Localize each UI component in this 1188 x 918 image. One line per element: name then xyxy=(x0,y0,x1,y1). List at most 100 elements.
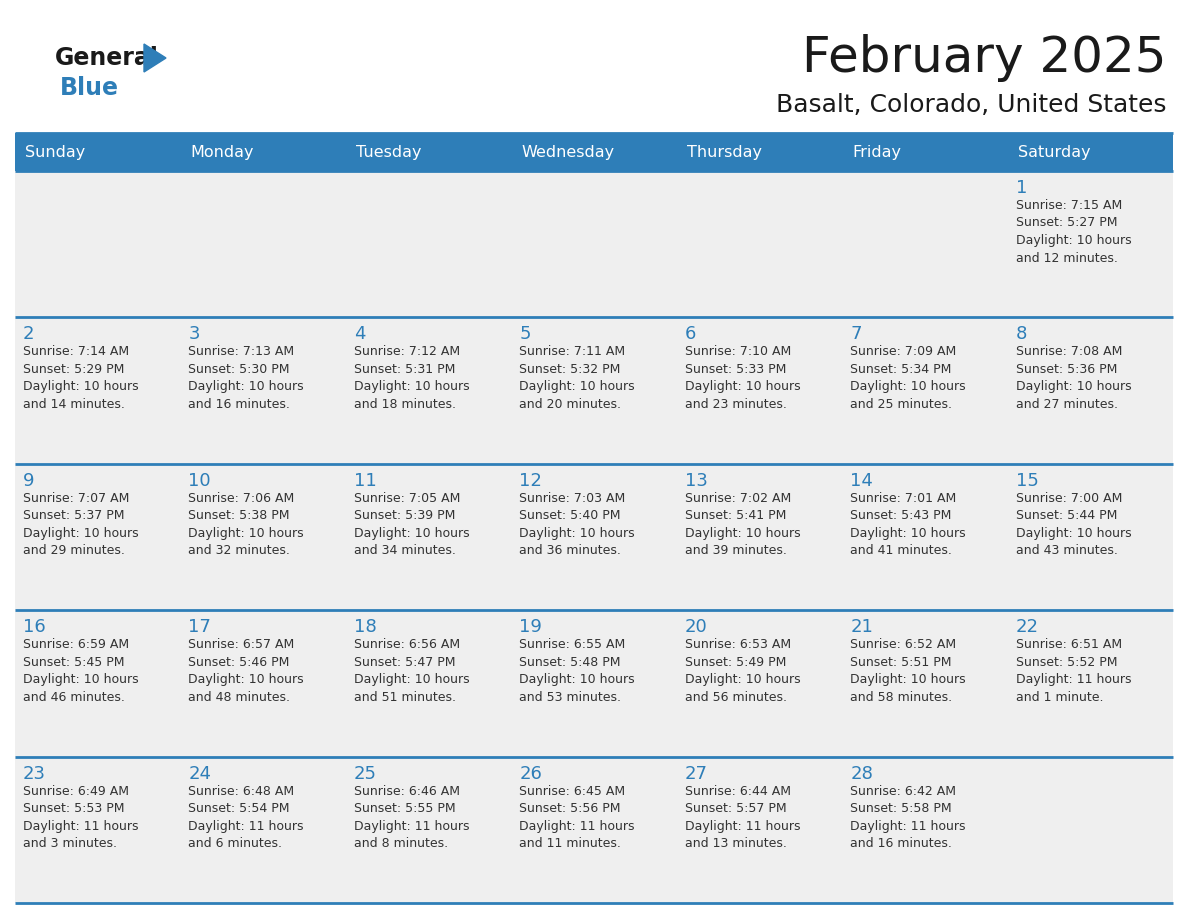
Bar xyxy=(677,610,842,756)
Text: Sunrise: 6:48 AM
Sunset: 5:54 PM
Daylight: 11 hours
and 6 minutes.: Sunrise: 6:48 AM Sunset: 5:54 PM Dayligh… xyxy=(189,785,304,850)
Text: Sunrise: 7:01 AM
Sunset: 5:43 PM
Daylight: 10 hours
and 41 minutes.: Sunrise: 7:01 AM Sunset: 5:43 PM Dayligh… xyxy=(851,492,966,557)
Bar xyxy=(677,318,842,464)
Text: 23: 23 xyxy=(23,765,46,783)
Text: 2: 2 xyxy=(23,325,34,343)
Text: 17: 17 xyxy=(189,618,211,636)
Bar xyxy=(1007,610,1173,756)
Text: Sunrise: 7:02 AM
Sunset: 5:41 PM
Daylight: 10 hours
and 39 minutes.: Sunrise: 7:02 AM Sunset: 5:41 PM Dayligh… xyxy=(684,492,801,557)
Text: 18: 18 xyxy=(354,618,377,636)
Bar xyxy=(511,318,677,464)
Text: Tuesday: Tuesday xyxy=(356,144,422,160)
Bar xyxy=(346,318,511,464)
Bar xyxy=(181,171,346,318)
Text: Sunrise: 6:42 AM
Sunset: 5:58 PM
Daylight: 11 hours
and 16 minutes.: Sunrise: 6:42 AM Sunset: 5:58 PM Dayligh… xyxy=(851,785,966,850)
Text: 28: 28 xyxy=(851,765,873,783)
Text: Sunrise: 7:14 AM
Sunset: 5:29 PM
Daylight: 10 hours
and 14 minutes.: Sunrise: 7:14 AM Sunset: 5:29 PM Dayligh… xyxy=(23,345,139,411)
Text: 24: 24 xyxy=(189,765,211,783)
Bar xyxy=(181,756,346,903)
Bar xyxy=(511,171,677,318)
Bar xyxy=(181,610,346,756)
Text: Sunrise: 6:55 AM
Sunset: 5:48 PM
Daylight: 10 hours
and 53 minutes.: Sunrise: 6:55 AM Sunset: 5:48 PM Dayligh… xyxy=(519,638,634,704)
Bar xyxy=(1007,464,1173,610)
Bar xyxy=(346,464,511,610)
Text: 8: 8 xyxy=(1016,325,1026,343)
Text: Sunrise: 6:52 AM
Sunset: 5:51 PM
Daylight: 10 hours
and 58 minutes.: Sunrise: 6:52 AM Sunset: 5:51 PM Dayligh… xyxy=(851,638,966,704)
Text: Sunrise: 7:07 AM
Sunset: 5:37 PM
Daylight: 10 hours
and 29 minutes.: Sunrise: 7:07 AM Sunset: 5:37 PM Dayligh… xyxy=(23,492,139,557)
Polygon shape xyxy=(144,44,166,72)
Bar xyxy=(511,756,677,903)
Text: Sunrise: 6:46 AM
Sunset: 5:55 PM
Daylight: 11 hours
and 8 minutes.: Sunrise: 6:46 AM Sunset: 5:55 PM Dayligh… xyxy=(354,785,469,850)
Text: Sunrise: 6:59 AM
Sunset: 5:45 PM
Daylight: 10 hours
and 46 minutes.: Sunrise: 6:59 AM Sunset: 5:45 PM Dayligh… xyxy=(23,638,139,704)
Text: Friday: Friday xyxy=(852,144,902,160)
Bar xyxy=(346,756,511,903)
Bar xyxy=(842,464,1007,610)
Bar xyxy=(842,756,1007,903)
Bar xyxy=(1007,756,1173,903)
Bar xyxy=(511,464,677,610)
Bar xyxy=(677,756,842,903)
Bar xyxy=(677,171,842,318)
Text: 25: 25 xyxy=(354,765,377,783)
Text: 15: 15 xyxy=(1016,472,1038,490)
Text: 12: 12 xyxy=(519,472,542,490)
Text: 5: 5 xyxy=(519,325,531,343)
Text: 16: 16 xyxy=(23,618,46,636)
Text: Sunrise: 7:10 AM
Sunset: 5:33 PM
Daylight: 10 hours
and 23 minutes.: Sunrise: 7:10 AM Sunset: 5:33 PM Dayligh… xyxy=(684,345,801,411)
Bar xyxy=(181,133,346,171)
Text: Sunrise: 7:03 AM
Sunset: 5:40 PM
Daylight: 10 hours
and 36 minutes.: Sunrise: 7:03 AM Sunset: 5:40 PM Dayligh… xyxy=(519,492,634,557)
Text: Sunrise: 6:53 AM
Sunset: 5:49 PM
Daylight: 10 hours
and 56 minutes.: Sunrise: 6:53 AM Sunset: 5:49 PM Dayligh… xyxy=(684,638,801,704)
Bar xyxy=(181,464,346,610)
Bar xyxy=(842,610,1007,756)
Text: Sunrise: 6:44 AM
Sunset: 5:57 PM
Daylight: 11 hours
and 13 minutes.: Sunrise: 6:44 AM Sunset: 5:57 PM Dayligh… xyxy=(684,785,801,850)
Text: 6: 6 xyxy=(684,325,696,343)
Text: Sunrise: 7:06 AM
Sunset: 5:38 PM
Daylight: 10 hours
and 32 minutes.: Sunrise: 7:06 AM Sunset: 5:38 PM Dayligh… xyxy=(189,492,304,557)
Text: Sunrise: 6:49 AM
Sunset: 5:53 PM
Daylight: 11 hours
and 3 minutes.: Sunrise: 6:49 AM Sunset: 5:53 PM Dayligh… xyxy=(23,785,139,850)
Bar xyxy=(346,610,511,756)
Text: Blue: Blue xyxy=(61,76,119,100)
Text: Sunrise: 7:09 AM
Sunset: 5:34 PM
Daylight: 10 hours
and 25 minutes.: Sunrise: 7:09 AM Sunset: 5:34 PM Dayligh… xyxy=(851,345,966,411)
Text: Sunrise: 7:11 AM
Sunset: 5:32 PM
Daylight: 10 hours
and 20 minutes.: Sunrise: 7:11 AM Sunset: 5:32 PM Dayligh… xyxy=(519,345,634,411)
Text: Basalt, Colorado, United States: Basalt, Colorado, United States xyxy=(776,93,1165,117)
Bar xyxy=(346,133,511,171)
Bar xyxy=(15,756,181,903)
Bar xyxy=(677,133,842,171)
Bar xyxy=(511,133,677,171)
Text: Monday: Monday xyxy=(190,144,254,160)
Bar xyxy=(346,171,511,318)
Text: Wednesday: Wednesday xyxy=(522,144,614,160)
Text: Sunrise: 7:12 AM
Sunset: 5:31 PM
Daylight: 10 hours
and 18 minutes.: Sunrise: 7:12 AM Sunset: 5:31 PM Dayligh… xyxy=(354,345,469,411)
Bar xyxy=(15,171,181,318)
Bar xyxy=(15,464,181,610)
Bar xyxy=(1007,318,1173,464)
Bar xyxy=(1007,133,1173,171)
Bar xyxy=(842,133,1007,171)
Text: February 2025: February 2025 xyxy=(802,34,1165,82)
Text: 14: 14 xyxy=(851,472,873,490)
Text: 27: 27 xyxy=(684,765,708,783)
Text: 9: 9 xyxy=(23,472,34,490)
Bar xyxy=(15,133,181,171)
Text: 7: 7 xyxy=(851,325,861,343)
Text: 13: 13 xyxy=(684,472,708,490)
Bar xyxy=(511,610,677,756)
Text: 4: 4 xyxy=(354,325,366,343)
Text: Sunrise: 7:05 AM
Sunset: 5:39 PM
Daylight: 10 hours
and 34 minutes.: Sunrise: 7:05 AM Sunset: 5:39 PM Dayligh… xyxy=(354,492,469,557)
Text: General: General xyxy=(55,46,159,70)
Bar xyxy=(15,610,181,756)
Text: 1: 1 xyxy=(1016,179,1026,197)
Text: Sunrise: 6:56 AM
Sunset: 5:47 PM
Daylight: 10 hours
and 51 minutes.: Sunrise: 6:56 AM Sunset: 5:47 PM Dayligh… xyxy=(354,638,469,704)
Bar xyxy=(181,318,346,464)
Text: Saturday: Saturday xyxy=(1018,144,1091,160)
Bar xyxy=(1007,171,1173,318)
Text: Sunrise: 7:15 AM
Sunset: 5:27 PM
Daylight: 10 hours
and 12 minutes.: Sunrise: 7:15 AM Sunset: 5:27 PM Dayligh… xyxy=(1016,199,1131,264)
Bar xyxy=(677,464,842,610)
Text: Sunrise: 6:57 AM
Sunset: 5:46 PM
Daylight: 10 hours
and 48 minutes.: Sunrise: 6:57 AM Sunset: 5:46 PM Dayligh… xyxy=(189,638,304,704)
Text: 22: 22 xyxy=(1016,618,1038,636)
Bar xyxy=(842,171,1007,318)
Text: 10: 10 xyxy=(189,472,211,490)
Bar xyxy=(15,318,181,464)
Text: Sunrise: 6:45 AM
Sunset: 5:56 PM
Daylight: 11 hours
and 11 minutes.: Sunrise: 6:45 AM Sunset: 5:56 PM Dayligh… xyxy=(519,785,634,850)
Text: Thursday: Thursday xyxy=(687,144,762,160)
Text: Sunrise: 7:13 AM
Sunset: 5:30 PM
Daylight: 10 hours
and 16 minutes.: Sunrise: 7:13 AM Sunset: 5:30 PM Dayligh… xyxy=(189,345,304,411)
Text: Sunrise: 6:51 AM
Sunset: 5:52 PM
Daylight: 11 hours
and 1 minute.: Sunrise: 6:51 AM Sunset: 5:52 PM Dayligh… xyxy=(1016,638,1131,704)
